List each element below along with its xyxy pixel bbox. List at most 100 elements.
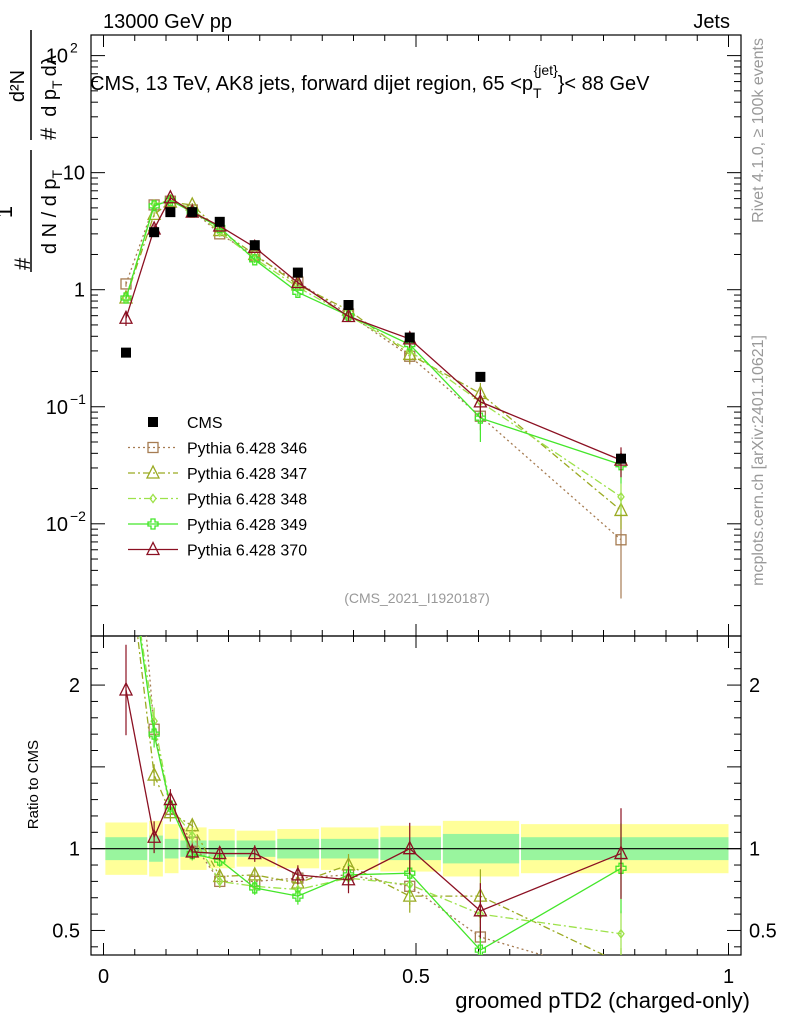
ratio-series-pythia-6-428-347: [136, 636, 622, 955]
ratio-point: [188, 830, 197, 841]
ratio-point: [616, 973, 626, 983]
legend-marker: [149, 493, 157, 504]
ratio-point: [620, 954, 622, 955]
y-tick-label: 10: [46, 46, 68, 68]
y-tick-label: 10: [46, 397, 68, 419]
legend-marker: [145, 464, 161, 479]
cms-data-point: [149, 227, 160, 238]
ratio-point: [148, 728, 160, 740]
mcplots-label: mcplots.cern.ch [arXiv:2401.10621]: [750, 335, 767, 586]
cms-data-point: [343, 300, 354, 311]
ratio-point: [215, 876, 224, 887]
ratio-point: [617, 928, 625, 939]
title-part-main: CMS, 13 TeV, AK8 jets, forward dijet reg…: [90, 73, 533, 95]
legend-label: Pythia 6.428 346: [187, 441, 307, 458]
series-point: [148, 200, 160, 212]
ratio-y-tick-label: 0.5: [52, 920, 80, 942]
title-part-sub: T: [533, 85, 542, 101]
series-point: [163, 189, 178, 204]
series-point: [341, 308, 356, 323]
chart-title: CMS, 13 TeV, AK8 jets, forward dijet reg…: [90, 62, 650, 101]
ratio-series-pythia-6-428-348: [123, 534, 625, 955]
ratio-y-tick-label: 2: [69, 675, 80, 697]
series-point: [120, 278, 132, 290]
series-point: [613, 502, 629, 517]
ratio-line: [136, 636, 606, 955]
ratio-y-tick-label-right: 0.5: [749, 920, 777, 942]
ratio-point: [402, 840, 417, 855]
cms-data-point: [121, 347, 131, 358]
cms-data: [121, 207, 626, 464]
series-point: [617, 491, 625, 502]
ratio-point: [404, 867, 416, 879]
ylabel-sub2: T: [49, 80, 65, 89]
main-plot-area: [90, 34, 742, 637]
series-pythia-6-428-346: [120, 195, 627, 599]
ratio-point: [185, 843, 200, 858]
ratio-point: [292, 890, 304, 902]
ylabel-lambda: dλ: [39, 55, 61, 76]
y-tick-exponent: −1: [70, 391, 86, 407]
svg-text:#: #: [10, 257, 35, 270]
series-point: [120, 292, 132, 304]
ratio-point: [342, 869, 355, 881]
header-right: Jets: [693, 11, 730, 33]
series-point: [290, 274, 305, 289]
cms-data-point: [475, 371, 486, 382]
ratio-line: [140, 636, 622, 935]
ratio-plot-area: [90, 386, 742, 983]
ratio-y-tick-label-right: 2: [749, 675, 760, 697]
ratio-point: [121, 533, 131, 543]
ratio-point: [118, 681, 134, 696]
legend-label: Pythia 6.428 349: [187, 517, 307, 534]
series-point: [292, 286, 304, 298]
svg-text:1: 1: [0, 206, 17, 218]
svg-text:CMS, 13 TeV, AK8 jets, forward: CMS, 13 TeV, AK8 jets, forward dijet reg…: [90, 62, 650, 101]
series-point: [473, 393, 488, 408]
ratio-y-tick-label-right: 1: [749, 839, 760, 861]
ylabel-den1: d N / d p: [39, 178, 61, 254]
title-part-end: }< 88 GeV: [558, 73, 650, 95]
y-tick-exponent: −2: [70, 508, 86, 524]
svg-text:#: #: [36, 127, 61, 140]
cms-data-point: [249, 240, 260, 251]
ratio-point: [247, 845, 262, 860]
series-point: [122, 292, 130, 304]
series-point: [118, 309, 134, 324]
legend-label-cms: CMS: [187, 415, 223, 432]
svg-text:d²N: d²N: [7, 70, 29, 102]
ylabel-den2: d p: [39, 89, 61, 117]
x-axis-label: groomed pTD2 (charged-only): [455, 988, 750, 1013]
legend-marker: [145, 541, 161, 556]
ratio-point: [212, 845, 227, 860]
legend-marker: [147, 518, 159, 530]
rivet-label: Rivet 4.1.0, ≥ 100k events: [750, 38, 767, 223]
ratio-frame: [90, 635, 742, 956]
x-tick-label: 1: [723, 966, 734, 988]
legend-label: Pythia 6.428 347: [187, 466, 307, 483]
y-tick-exponent: 2: [70, 40, 78, 56]
ratio-point: [121, 386, 131, 396]
x-tick-label: 0.5: [402, 966, 430, 988]
analysis-id: (CMS_2021_I1920187): [344, 590, 490, 606]
ratio-series-pythia-6-428-349: [121, 533, 627, 955]
legend-marker-cms: [148, 417, 158, 427]
cms-data-point: [187, 207, 198, 218]
ratio-line: [125, 689, 622, 912]
ratio-point: [147, 766, 162, 781]
ratio-point: [249, 882, 261, 894]
ratio-point: [474, 944, 487, 955]
series-pythia-6-428-370: [118, 189, 629, 478]
ratio-point: [123, 534, 129, 542]
x-tick-label: 0: [98, 966, 109, 988]
cms-data-point: [214, 216, 225, 227]
legend: CMS Pythia 6.428 346 Pythia 6.428 347 Pythi…: [128, 415, 307, 560]
legend-marker: [147, 441, 159, 454]
y-axis-label-main: # 1 d N / d pT # d²N d pTdλ: [0, 30, 65, 272]
header-left: 13000 GeV pp: [103, 11, 232, 33]
ratio-point: [341, 871, 356, 886]
ylabel-hash-2: #: [36, 127, 61, 140]
y-tick-label: 10: [46, 514, 68, 536]
y-axis-label-ratio: Ratio to CMS: [25, 740, 42, 829]
